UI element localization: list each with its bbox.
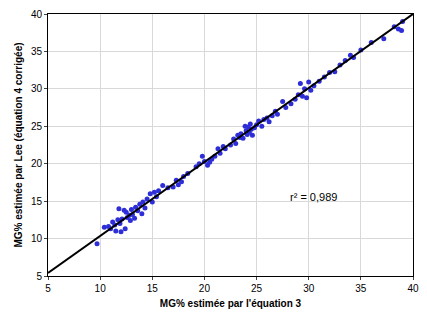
svg-text:30: 30 <box>31 83 43 94</box>
svg-text:25: 25 <box>251 283 263 294</box>
svg-text:20: 20 <box>31 158 43 169</box>
svg-text:35: 35 <box>31 46 43 57</box>
svg-text:40: 40 <box>31 9 43 20</box>
svg-text:30: 30 <box>303 283 315 294</box>
svg-text:15: 15 <box>147 283 159 294</box>
svg-text:MG% estimée par Lee (équation: MG% estimée par Lee (équation 4 corrigée… <box>13 42 24 247</box>
svg-text:40: 40 <box>407 283 419 294</box>
svg-text:20: 20 <box>199 283 211 294</box>
svg-text:10: 10 <box>31 233 43 244</box>
svg-text:5: 5 <box>45 283 51 294</box>
svg-text:15: 15 <box>31 196 43 207</box>
svg-text:r² = 0,989: r² = 0,989 <box>290 191 337 203</box>
svg-text:10: 10 <box>95 283 107 294</box>
svg-text:25: 25 <box>31 121 43 132</box>
svg-text:35: 35 <box>355 283 367 294</box>
svg-text:5: 5 <box>36 271 42 282</box>
svg-text:MG% estimée par l'équation 3: MG% estimée par l'équation 3 <box>160 298 302 309</box>
